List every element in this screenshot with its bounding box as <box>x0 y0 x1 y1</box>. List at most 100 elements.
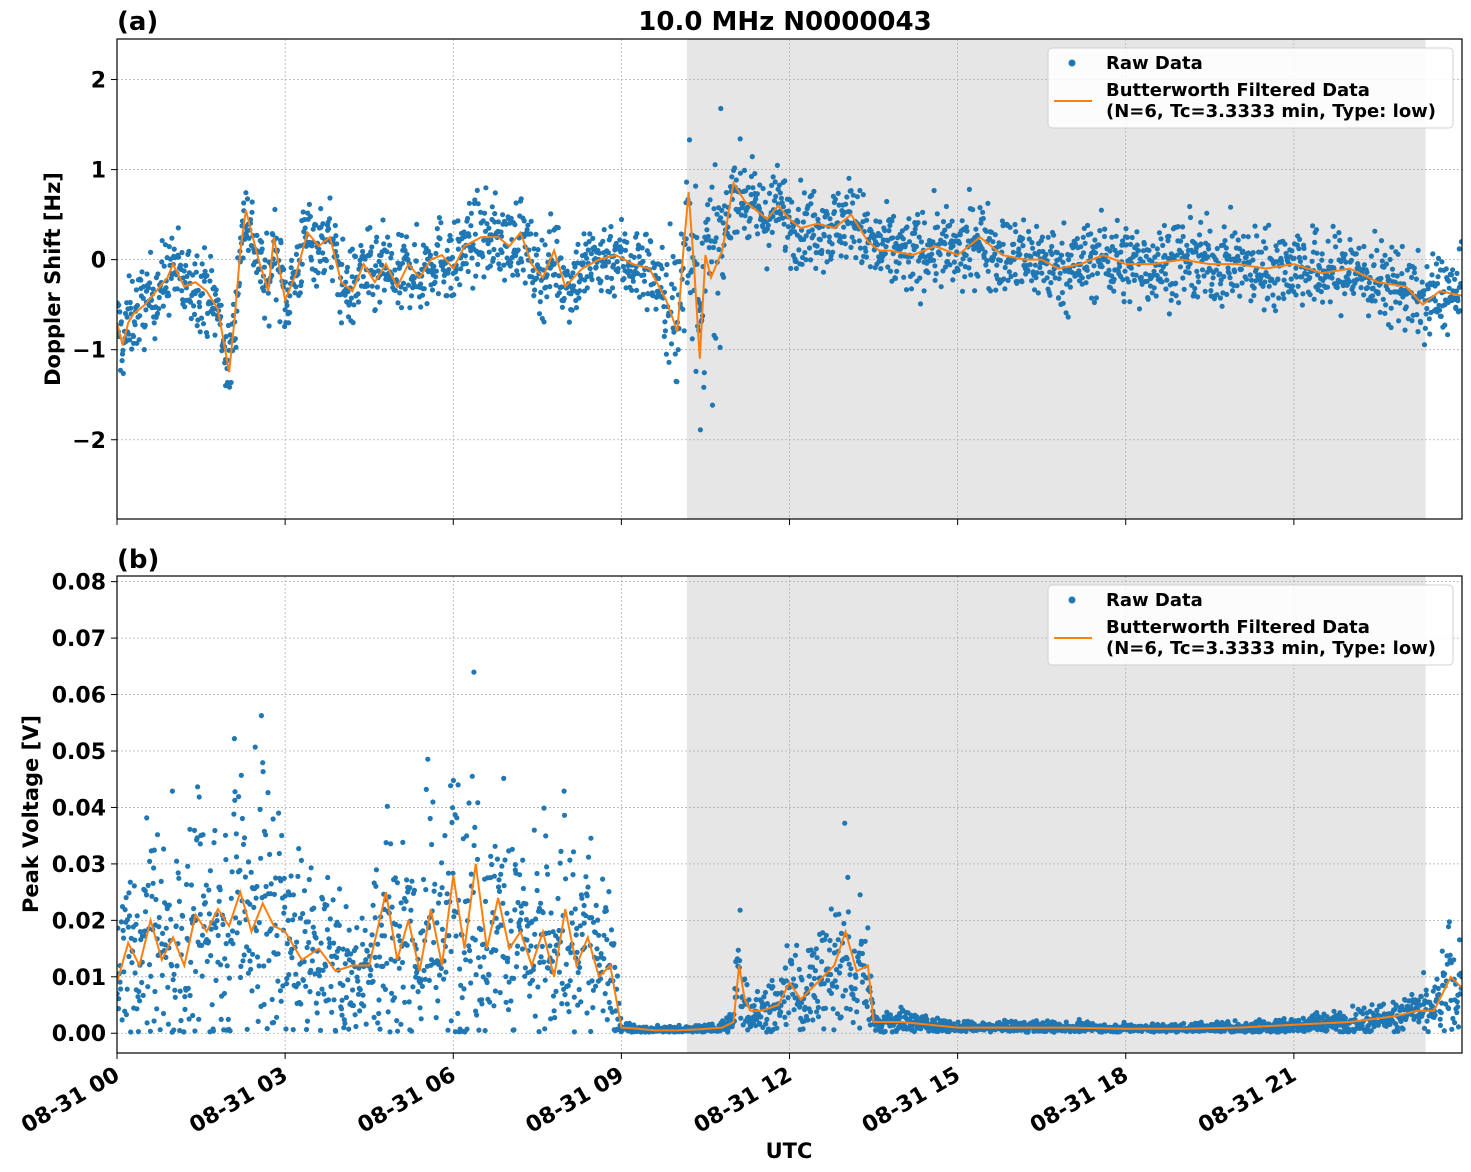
raw-data-point <box>1274 247 1280 253</box>
raw-data-point <box>1076 268 1082 274</box>
raw-data-point <box>273 875 279 881</box>
raw-data-point <box>450 870 456 876</box>
raw-data-point <box>774 1025 780 1031</box>
raw-data-point <box>293 284 299 290</box>
raw-data-point <box>611 262 617 268</box>
raw-data-point <box>571 994 577 1000</box>
raw-data-point <box>1120 291 1127 297</box>
raw-data-point <box>857 892 863 898</box>
raw-data-point <box>522 280 528 286</box>
raw-data-point <box>134 302 140 309</box>
raw-data-point <box>954 249 960 255</box>
panel-label-a: (a) <box>117 7 158 37</box>
raw-data-point <box>117 1006 122 1012</box>
raw-data-point <box>255 1018 261 1024</box>
legend-raw-marker-a <box>1068 59 1076 67</box>
raw-data-point <box>147 858 153 865</box>
raw-data-point <box>896 260 902 266</box>
raw-data-point <box>318 206 324 212</box>
raw-data-point <box>1421 288 1427 294</box>
raw-data-point <box>437 891 443 898</box>
raw-data-point <box>1394 273 1400 279</box>
raw-data-point <box>454 815 460 821</box>
raw-data-point <box>851 239 857 245</box>
raw-data-point <box>1076 1016 1082 1023</box>
raw-data-point <box>994 262 1000 268</box>
raw-data-point <box>311 905 317 911</box>
raw-data-point <box>529 977 536 983</box>
raw-data-point <box>432 881 438 887</box>
raw-data-point <box>120 370 126 376</box>
raw-data-point <box>1060 259 1066 265</box>
raw-data-point <box>325 874 331 881</box>
raw-data-point <box>890 235 896 241</box>
raw-data-point <box>190 272 196 278</box>
raw-data-point <box>763 1021 769 1027</box>
raw-data-point <box>758 1014 764 1020</box>
raw-data-point <box>1374 247 1380 253</box>
raw-data-point <box>485 241 491 247</box>
raw-data-point <box>548 1016 554 1022</box>
raw-data-point <box>196 794 202 800</box>
raw-data-point <box>711 206 717 212</box>
raw-data-point <box>306 939 312 946</box>
raw-data-point <box>547 943 553 949</box>
raw-data-point <box>735 947 741 953</box>
raw-data-point <box>511 975 517 982</box>
raw-data-point <box>185 985 191 992</box>
raw-data-point <box>564 1001 570 1007</box>
raw-data-point <box>161 263 167 269</box>
raw-data-point <box>273 297 279 303</box>
raw-data-point <box>200 832 206 838</box>
raw-data-point <box>278 998 284 1004</box>
raw-data-point <box>1184 252 1190 258</box>
raw-data-point <box>245 859 252 865</box>
raw-data-point <box>1202 250 1208 256</box>
raw-data-point <box>581 902 587 909</box>
raw-data-point <box>589 978 595 984</box>
raw-data-point <box>1066 257 1072 263</box>
raw-data-point <box>151 847 157 853</box>
raw-data-point <box>829 241 835 247</box>
raw-data-point <box>618 246 625 252</box>
raw-data-point <box>566 1009 572 1015</box>
raw-data-point <box>1388 305 1394 311</box>
raw-data-point <box>427 252 433 258</box>
raw-data-point <box>308 257 314 263</box>
raw-data-point <box>782 965 789 971</box>
raw-data-point <box>227 1028 233 1034</box>
raw-data-point <box>319 986 325 992</box>
raw-data-point <box>318 940 324 946</box>
raw-data-point <box>473 972 479 978</box>
raw-data-point <box>1191 290 1197 296</box>
raw-data-point <box>811 232 817 238</box>
raw-data-point <box>410 984 416 990</box>
raw-data-point <box>705 216 711 222</box>
raw-data-point <box>270 816 276 822</box>
raw-data-point <box>298 1001 304 1007</box>
raw-data-point <box>575 969 581 976</box>
raw-data-point <box>718 215 724 221</box>
raw-data-point <box>1111 276 1117 282</box>
raw-data-point <box>684 280 690 286</box>
raw-data-point <box>569 920 575 926</box>
raw-data-point <box>764 1001 771 1007</box>
raw-data-point <box>407 885 413 891</box>
raw-data-point <box>835 937 841 943</box>
raw-data-point <box>270 232 276 238</box>
raw-data-point <box>512 907 518 913</box>
raw-data-point <box>117 979 123 985</box>
raw-data-point <box>834 984 840 990</box>
raw-data-point <box>826 947 833 953</box>
raw-data-point <box>1007 224 1013 230</box>
raw-data-point <box>1189 282 1195 288</box>
raw-data-point <box>381 241 387 247</box>
raw-data-point <box>800 1026 806 1032</box>
raw-data-point <box>394 1018 400 1024</box>
raw-data-point <box>554 238 560 244</box>
raw-data-point <box>1017 251 1023 258</box>
raw-data-point <box>169 963 175 969</box>
raw-data-point <box>431 263 437 269</box>
raw-data-point <box>307 989 313 995</box>
